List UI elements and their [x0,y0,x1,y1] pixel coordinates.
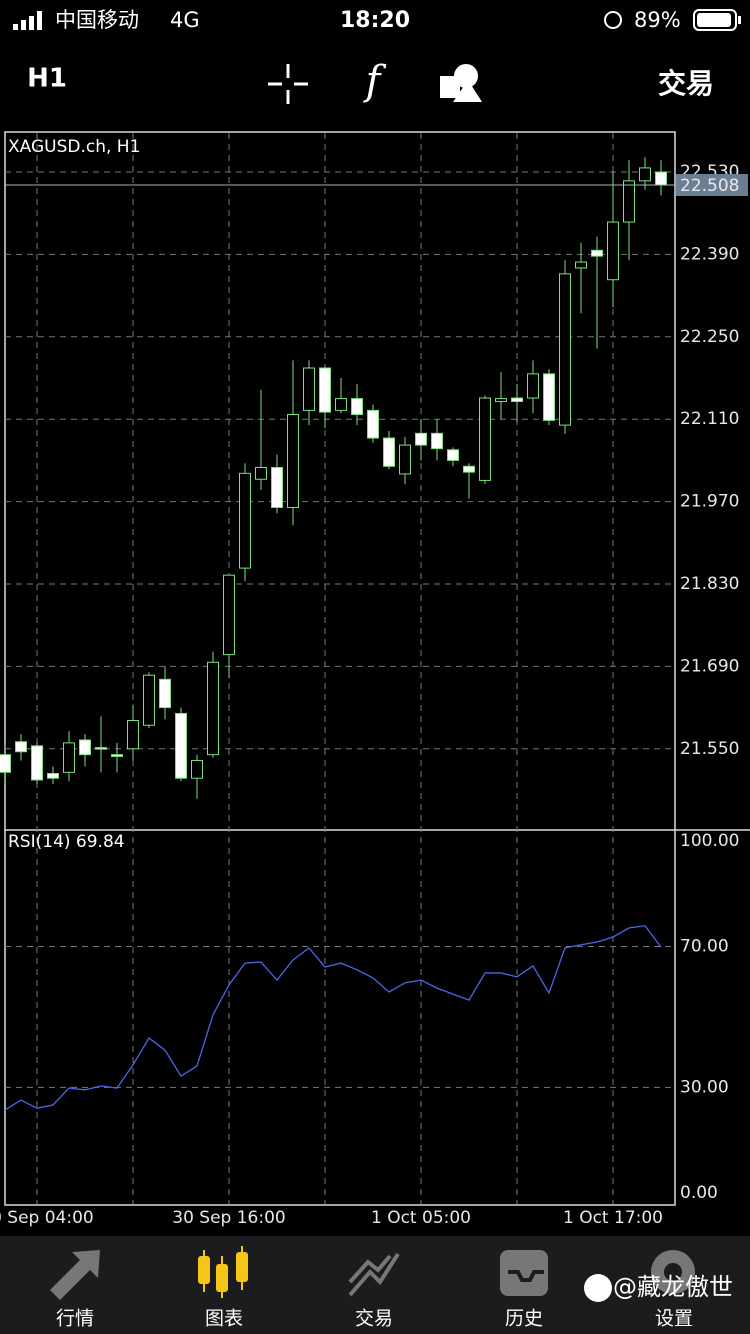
candle-body [639,167,651,182]
plot: 30 Sep 04:00 30 Sep 16:00 1 Oct 05:00 1 Oct… [0,133,748,1228]
y-tick-label: 21.690 [680,656,739,676]
chart-title: XAGUSD.ch, H1 [8,137,140,157]
candle-body [415,432,427,446]
y-tick-label: 0.00 [680,1183,718,1203]
candle-body [95,747,107,750]
lock-icon [604,11,622,29]
carrier: 中国移动 [55,8,139,32]
y-tick-label: 22.390 [680,244,739,264]
candle-body [287,413,299,508]
tab-label[interactable]: 行情 [56,1308,94,1330]
candle-body [15,741,27,753]
candle-body [111,754,123,757]
trade-button[interactable]: 交易 [658,67,714,100]
y-tick-label: 100.00 [680,831,739,851]
y-tick-label: 70.00 [680,937,729,957]
candle-body [63,742,75,773]
candle-body [335,398,347,411]
settings-icon [651,1250,695,1294]
candle-body [559,273,571,426]
candle-body [447,449,459,461]
candle-body [191,760,203,779]
signal-icon [13,11,42,30]
tab-label[interactable]: 图表 [205,1308,243,1330]
y-tick-label: 22.250 [680,327,739,347]
candle-body [175,712,187,779]
candle-body [607,221,619,281]
timeframe-button[interactable]: H1 [27,64,67,94]
candle-body [31,745,43,781]
last-price-tag [676,173,748,196]
candle-body [575,261,587,269]
candle-body [143,674,155,726]
last-price-label: 22.508 [680,176,739,196]
objects-button[interactable] [440,64,482,102]
y-tick-label: 21.970 [680,492,739,512]
candle-body [479,397,491,481]
candle-body [511,397,523,403]
y-tick-label: 21.830 [680,574,739,594]
clock: 18:20 [340,8,410,33]
candle-body [319,367,331,413]
history-icon [500,1250,548,1296]
watermark-text: @藏龙傲世 [613,1273,733,1301]
battery-icon [693,9,741,31]
tab-label[interactable]: 设置 [655,1308,693,1330]
candle-body [0,754,11,773]
rsi-line [4,925,662,1111]
candle-body [367,409,379,439]
candle-body [255,466,267,480]
candle-body [223,574,235,656]
candle-body [79,739,91,756]
tabs: 行情 图表 交易 历史 设置 [56,1308,693,1330]
chart-frame [4,131,676,1206]
candle-body [207,661,219,756]
candle-body [159,678,171,709]
y-tick-label: 22.110 [680,409,739,429]
candle-body [239,472,251,569]
candle-body [303,367,315,411]
x-tick-label: 1 Oct 05:00 [371,1208,471,1228]
candle-body [527,373,539,399]
candle-body [431,432,443,450]
network: 4G [170,8,200,32]
candle-body [383,437,395,467]
candle-body [351,398,363,415]
x-tick-label: 30 Sep 16:00 [172,1208,285,1228]
y-tick-label: 21.550 [680,739,739,759]
rsi-title: RSI(14) 69.84 [8,832,125,852]
y-tick-label: 30.00 [680,1077,729,1097]
candle-body [623,180,635,223]
battery-level: 89% [634,8,681,32]
x-tick-label: 30 Sep 04:00 [0,1208,94,1228]
tab-bar [0,1236,750,1334]
candle-body [463,465,475,473]
candle-body [495,398,507,403]
watermark: @藏龙傲世 [584,1273,733,1302]
x-tick-label: 1 Oct 17:00 [563,1208,663,1228]
candle-body [543,373,555,421]
candle-body [127,720,139,750]
candle-body [47,773,59,779]
candle-body [271,466,283,508]
candle-body [591,249,603,257]
candle-body [655,171,667,186]
tab-label[interactable]: 历史 [505,1308,543,1330]
tab-label[interactable]: 交易 [355,1308,393,1330]
chart-icon [198,1246,248,1298]
candle-body [399,444,411,475]
trade-icon [348,1252,400,1297]
quotes-icon [50,1250,100,1300]
crosshair-button[interactable] [268,64,308,104]
